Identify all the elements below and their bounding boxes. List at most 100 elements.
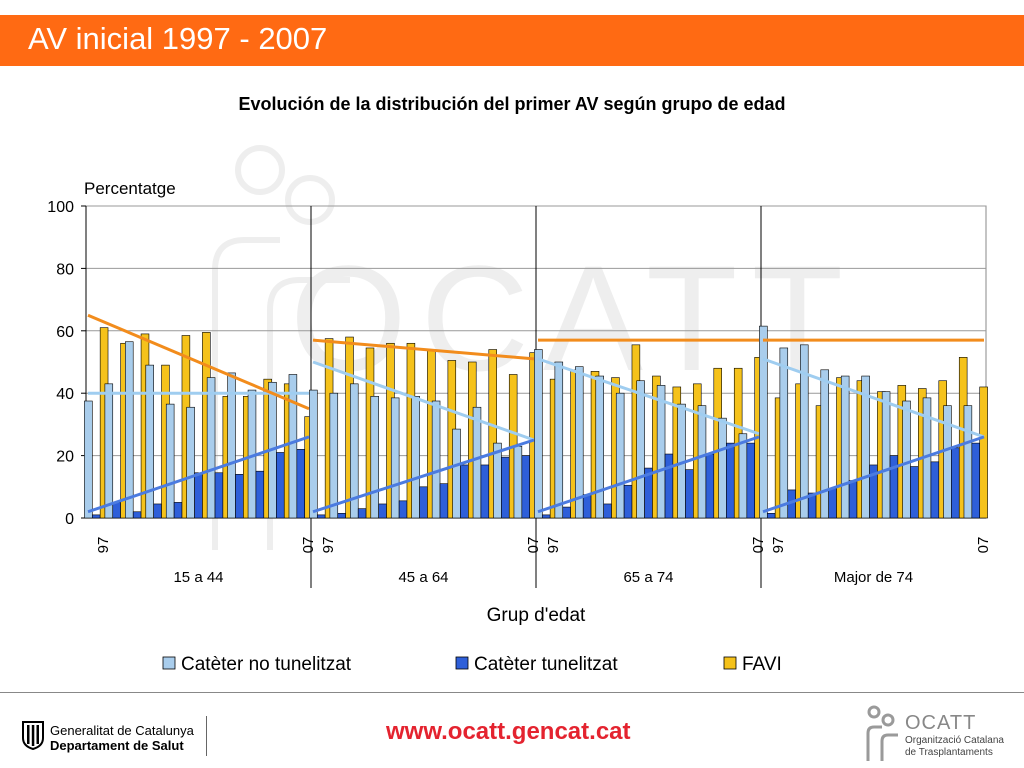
bar-cateter-tunelitzat — [746, 442, 756, 519]
bar-cateter-no-tunelitzat — [636, 380, 645, 519]
trend-line-favi — [87, 313, 310, 411]
bar-cateter-no-tunelitzat — [125, 341, 134, 519]
y-tick-label: 60 — [56, 324, 74, 341]
bar-cateter-no-tunelitzat — [104, 383, 114, 519]
watermark-text: OCATT — [290, 234, 857, 402]
trend-line-cateter-tunelitzat — [312, 438, 535, 514]
group-label: 45 a 64 — [398, 569, 448, 586]
generalitat-logo-icon — [22, 721, 44, 750]
ocatt-subtitle-2: de Trasplantaments — [905, 747, 993, 758]
x-tick-label: 07 — [300, 537, 317, 554]
bar-cateter-tunelitzat — [194, 472, 203, 519]
bar-cateter-tunelitzat — [439, 483, 449, 519]
bar-cateter-no-tunelitzat — [697, 405, 707, 519]
bar-cateter-no-tunelitzat — [656, 385, 666, 519]
bar-cateter-no-tunelitzat — [186, 406, 195, 519]
bar-cateter-no-tunelitzat — [718, 417, 727, 519]
x-tick-label: 97 — [95, 537, 112, 554]
footer-divider — [0, 692, 1024, 693]
bar-cateter-tunelitzat — [91, 514, 101, 519]
department-name: Departament de Salut — [50, 738, 184, 753]
bar-cateter-no-tunelitzat — [840, 375, 850, 519]
legend-label: Catèter tunelitzat — [474, 654, 618, 675]
bar-cateter-tunelitzat — [398, 500, 408, 519]
bar-cateter-no-tunelitzat — [206, 377, 216, 519]
x-tick-label: 97 — [770, 537, 787, 554]
legend-swatch — [723, 656, 737, 670]
legend-swatch — [162, 656, 176, 670]
x-tick-label: 97 — [320, 537, 337, 554]
bar-cateter-no-tunelitzat — [350, 383, 359, 519]
bar-cateter-tunelitzat — [296, 449, 306, 519]
y-tick-label: 80 — [56, 261, 74, 278]
bar-cateter-no-tunelitzat — [493, 442, 502, 519]
x-axis-label: Grup d'edat — [487, 605, 586, 626]
chart-title: Evolución de la distribución del primer … — [238, 94, 786, 114]
bar-cateter-tunelitzat — [828, 488, 837, 519]
bar-cateter-no-tunelitzat — [165, 403, 175, 519]
bar-cateter-tunelitzat — [582, 494, 592, 519]
bar-cateter-no-tunelitzat — [902, 400, 911, 519]
bar-cateter-no-tunelitzat — [145, 364, 154, 519]
bar-cateter-tunelitzat — [378, 503, 387, 519]
bar-cateter-tunelitzat — [930, 461, 940, 519]
bar-cateter-tunelitzat — [337, 513, 346, 519]
bar-cateter-tunelitzat — [541, 514, 551, 519]
bar-cateter-tunelitzat — [848, 480, 858, 519]
y-tick-label: 0 — [65, 511, 74, 528]
bar-cateter-no-tunelitzat — [411, 396, 420, 519]
ocatt-name: OCATT — [905, 712, 977, 734]
slide-title: AV inicial 1997 - 2007 — [28, 21, 328, 56]
bar-cateter-tunelitzat — [766, 513, 776, 519]
bar-cateter-tunelitzat — [664, 453, 674, 519]
bar-cateter-tunelitzat — [173, 502, 183, 519]
bar-cateter-tunelitzat — [971, 442, 981, 519]
bar-cateter-no-tunelitzat — [554, 361, 564, 519]
legend-label: Catèter no tunelitzat — [181, 654, 352, 675]
bar-cateter-tunelitzat — [910, 466, 919, 519]
trend-line-cateter-tunelitzat — [87, 435, 310, 514]
bar-cateter-no-tunelitzat — [861, 375, 870, 519]
legend-swatch — [455, 656, 469, 670]
bar-cateter-tunelitzat — [132, 511, 142, 519]
y-tick-label: 100 — [47, 199, 74, 216]
group-label: 15 a 44 — [173, 569, 223, 586]
bar-cateter-no-tunelitzat — [779, 347, 789, 519]
slide-header: AV inicial 1997 - 2007 — [0, 15, 1024, 66]
bar-cateter-tunelitzat — [357, 508, 367, 519]
y-tick-label: 20 — [56, 449, 74, 466]
website-link[interactable]: www.ocatt.gencat.cat — [386, 718, 631, 745]
y-tick-label: 40 — [56, 386, 74, 403]
bar-cateter-tunelitzat — [276, 452, 285, 519]
bar-cateter-no-tunelitzat — [575, 366, 584, 519]
bar-cateter-no-tunelitzat — [800, 344, 809, 519]
bar-cateter-no-tunelitzat — [227, 372, 236, 519]
bar-cateter-no-tunelitzat — [513, 445, 523, 519]
bar-cateter-tunelitzat — [460, 464, 469, 519]
trend-line-cateter-no-tunelitzat — [762, 357, 985, 439]
bar-cateter-no-tunelitzat — [452, 428, 461, 519]
ocatt-subtitle-1: Organització Catalana — [905, 735, 1004, 746]
bar-cateter-no-tunelitzat — [390, 397, 400, 519]
bar-cateter-tunelitzat — [685, 469, 694, 519]
bar-cateter-tunelitzat — [562, 506, 571, 519]
trend-line-cateter-tunelitzat — [762, 435, 985, 514]
x-tick-label: 07 — [750, 537, 767, 554]
bar-cateter-no-tunelitzat — [288, 374, 298, 519]
bar-cateter-tunelitzat — [705, 453, 715, 519]
ocatt-logo-icon — [866, 705, 898, 761]
generalitat-name: Generalitat de Catalunya — [50, 723, 194, 738]
bar-cateter-no-tunelitzat — [820, 369, 829, 519]
bar-cateter-no-tunelitzat — [431, 400, 441, 519]
legend-label: FAVI — [742, 654, 782, 675]
bar-cateter-tunelitzat — [316, 514, 326, 519]
bar-cateter-no-tunelitzat — [738, 433, 748, 519]
bar-cateter-tunelitzat — [255, 470, 265, 519]
x-tick-label: 07 — [975, 537, 992, 554]
bar-cateter-no-tunelitzat — [370, 396, 379, 519]
bar-cateter-tunelitzat — [623, 484, 633, 519]
bar-cateter-no-tunelitzat — [963, 405, 973, 519]
bar-cateter-no-tunelitzat — [615, 392, 625, 519]
bar-cateter-no-tunelitzat — [472, 406, 482, 519]
